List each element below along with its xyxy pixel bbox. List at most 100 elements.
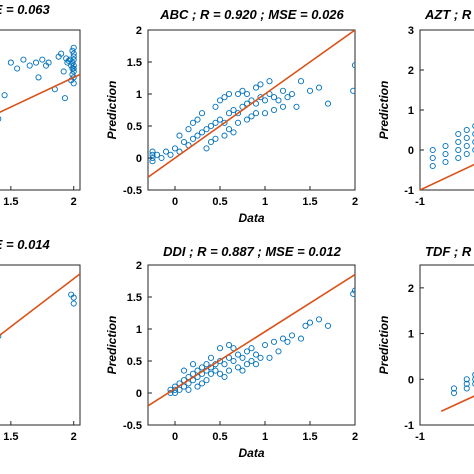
x-tick-label: -1 (415, 196, 425, 208)
x-tick-label: 0.5 (212, 431, 227, 443)
data-point (212, 135, 219, 142)
data-point (1, 92, 8, 99)
y-axis-label: Prediction (105, 81, 119, 140)
data-point (158, 154, 165, 162)
subplot-title: AZT ; R (424, 7, 472, 22)
data-point (14, 65, 21, 72)
data-point (472, 371, 474, 378)
data-point (203, 377, 210, 384)
data-point (149, 151, 156, 158)
data-point (0, 116, 2, 122)
axes-box (0, 264, 81, 426)
axes-box (147, 29, 356, 191)
data-point (185, 126, 192, 133)
data-point (32, 59, 40, 66)
y-tick-label: 1 (136, 324, 142, 336)
y-tick-label: 0 (136, 388, 142, 400)
y-axis-label: Prediction (105, 316, 119, 375)
subplot-2: 0 0.5 1 1.5 2 -0.5 0 0.5 1 1.5 2 ABC ; R = 0.920 ; … (105, 7, 358, 225)
y-tick-label: 1 (408, 329, 414, 341)
subplot-5: 0 0.5 1 1.5 2 -0.5 0 0.5 1 1.5 2 DDI ; R = 0.887 ; … (105, 244, 358, 460)
data-point (455, 146, 462, 154)
y-tick-labels: -0.5 0 0.5 1 1.5 2 (123, 260, 152, 432)
data-point (216, 97, 224, 104)
x-tick-label: 0 (172, 196, 178, 208)
subplot-1: 1.52MSE = 0.063 (0, 2, 81, 208)
y-tick-label: -0.5 (123, 185, 142, 197)
data-point (221, 119, 228, 126)
data-point (279, 87, 287, 94)
data-point (189, 119, 197, 126)
data-point (270, 94, 278, 101)
data-point (284, 94, 291, 101)
y-tick-label: 0.5 (127, 356, 142, 368)
data-point (239, 367, 246, 374)
data-point (20, 56, 27, 63)
y-axis-label: Prediction (377, 81, 391, 140)
data-point (270, 106, 278, 114)
data-point (275, 348, 282, 355)
data-point (0, 333, 2, 339)
data-point (194, 116, 201, 123)
y-tick-label: 1 (136, 89, 142, 101)
data-point (297, 335, 305, 342)
y-tick-label: 1.5 (127, 292, 142, 304)
data-point (239, 354, 246, 361)
data-point (293, 103, 300, 110)
y-tick-labels: -1 0 1 2 3 (404, 25, 424, 197)
data-point (70, 65, 77, 72)
y-axis-label: Prediction (377, 316, 391, 375)
data-point (212, 103, 219, 110)
data-point (257, 94, 264, 101)
data-point (306, 319, 314, 326)
data-point (463, 142, 470, 150)
data-point (279, 335, 287, 342)
y-tick-label: 0 (136, 153, 142, 165)
data-point (243, 348, 251, 355)
x-tick-label: 2 (71, 196, 77, 208)
data-point (70, 68, 77, 75)
y-tick-label: -1 (404, 420, 414, 432)
data-point (225, 110, 233, 117)
data-points (149, 62, 355, 165)
data-point (176, 386, 183, 393)
data-point (252, 361, 260, 368)
x-tick-label: 2 (352, 196, 358, 208)
data-point (472, 123, 474, 129)
data-point (266, 78, 273, 85)
data-point (60, 68, 67, 75)
data-point (472, 381, 474, 387)
data-point (212, 367, 219, 374)
x-tick-labels: -10 (415, 421, 425, 443)
data-point (68, 291, 75, 298)
data-point (203, 361, 210, 368)
data-point (198, 364, 206, 371)
data-point (463, 376, 470, 383)
data-point (429, 154, 436, 162)
x-tick-labels: 0 0.5 1 1.5 2 (172, 186, 358, 208)
data-point (207, 370, 215, 377)
subplot-3: -1-1 0 1 2 3 AZT ; R Prediction (377, 7, 474, 208)
data-point (149, 148, 156, 155)
data-point (149, 158, 156, 165)
data-point (198, 380, 206, 387)
data-point (472, 139, 474, 145)
data-point (207, 138, 215, 146)
data-point (324, 100, 332, 107)
y-tick-label: -1 (404, 185, 414, 197)
data-point (297, 78, 305, 85)
subplot-title: TDF ; R (425, 244, 472, 259)
data-point (351, 287, 355, 294)
data-point (243, 90, 251, 98)
y-tick-label: 2 (408, 283, 414, 295)
data-point (149, 154, 156, 162)
x-tick-label: 1 (262, 196, 268, 208)
subplot-title: MSE = 0.063 (0, 2, 51, 17)
data-point (472, 147, 474, 153)
data-point (35, 74, 42, 81)
data-point (442, 150, 449, 158)
data-point (261, 341, 269, 349)
data-point (463, 134, 470, 142)
